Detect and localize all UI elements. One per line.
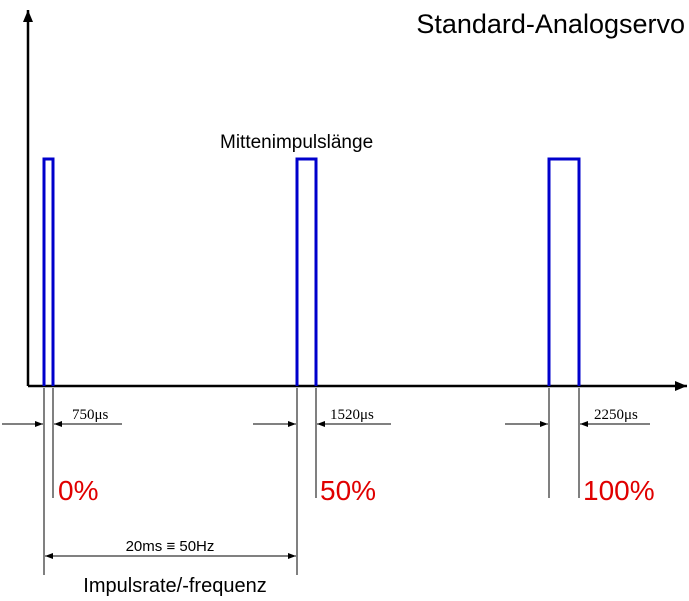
pulse-0-width-label: 750μs [72, 407, 109, 423]
pulse-50 [295, 157, 318, 386]
period-caption: Impulsrate/-frequenz [83, 575, 266, 597]
percent-label-0: 0% [58, 475, 98, 506]
period-label: 20ms ≡ 50Hz [126, 538, 215, 555]
pulse-50-width-label: 1520μs [330, 407, 374, 423]
percent-label-50: 50% [320, 475, 376, 506]
pulse-0 [42, 157, 55, 386]
percent-label-100: 100% [583, 475, 655, 506]
center-pulse-label: Mittenimpulslänge [220, 132, 373, 153]
diagram-title: Standard-Analogservo [416, 9, 685, 39]
pulse-100 [547, 157, 581, 386]
pulse-100-width-label: 2250μs [594, 407, 638, 423]
